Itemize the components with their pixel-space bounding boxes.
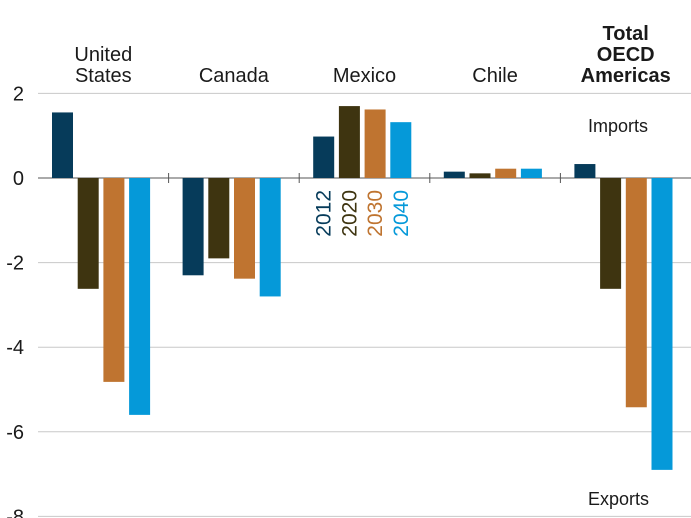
y-tick-label: 2 bbox=[13, 83, 24, 105]
bar bbox=[600, 178, 622, 289]
bar bbox=[390, 122, 412, 178]
bar bbox=[469, 173, 491, 178]
category-label: Chile bbox=[472, 65, 518, 87]
y-tick-label: -2 bbox=[6, 253, 24, 275]
legend-label: 2030 bbox=[364, 190, 387, 237]
bar bbox=[103, 178, 125, 382]
bar bbox=[520, 168, 542, 178]
category-label: United States bbox=[74, 44, 132, 87]
category-labels: United States Canada Mexico Chile Total OECD Am… bbox=[74, 23, 670, 87]
bar bbox=[52, 112, 73, 178]
legend-label: 2040 bbox=[390, 190, 413, 237]
y-axis-ticks: 2 0 -2 -4 -6 -8 bbox=[6, 83, 24, 518]
y-tick-label: -4 bbox=[6, 337, 24, 359]
bar bbox=[182, 178, 204, 276]
bar bbox=[651, 178, 673, 470]
bar bbox=[77, 178, 99, 289]
exports-annotation: Exports bbox=[588, 489, 649, 509]
category-label: Mexico bbox=[333, 65, 396, 87]
y-tick-label: -6 bbox=[6, 422, 24, 444]
bar bbox=[234, 178, 255, 279]
bar bbox=[495, 168, 517, 178]
bar bbox=[574, 164, 596, 178]
category-label: Total OECD Americas bbox=[581, 23, 671, 87]
bar bbox=[443, 171, 465, 178]
bar bbox=[338, 106, 360, 178]
bar bbox=[129, 178, 151, 415]
y-tick-label: -8 bbox=[6, 506, 24, 518]
category-label: Canada bbox=[199, 65, 270, 87]
legend: 2012 2020 2030 2040 bbox=[313, 190, 413, 237]
legend-label: 2020 bbox=[338, 190, 361, 237]
y-tick-label: 0 bbox=[13, 168, 24, 190]
bars bbox=[52, 106, 673, 470]
bar bbox=[364, 109, 386, 178]
bar bbox=[259, 178, 281, 297]
legend-label: 2012 bbox=[313, 190, 336, 237]
bar bbox=[313, 136, 335, 178]
imports-annotation: Imports bbox=[588, 116, 648, 136]
bar bbox=[625, 178, 647, 408]
bar bbox=[208, 178, 230, 259]
